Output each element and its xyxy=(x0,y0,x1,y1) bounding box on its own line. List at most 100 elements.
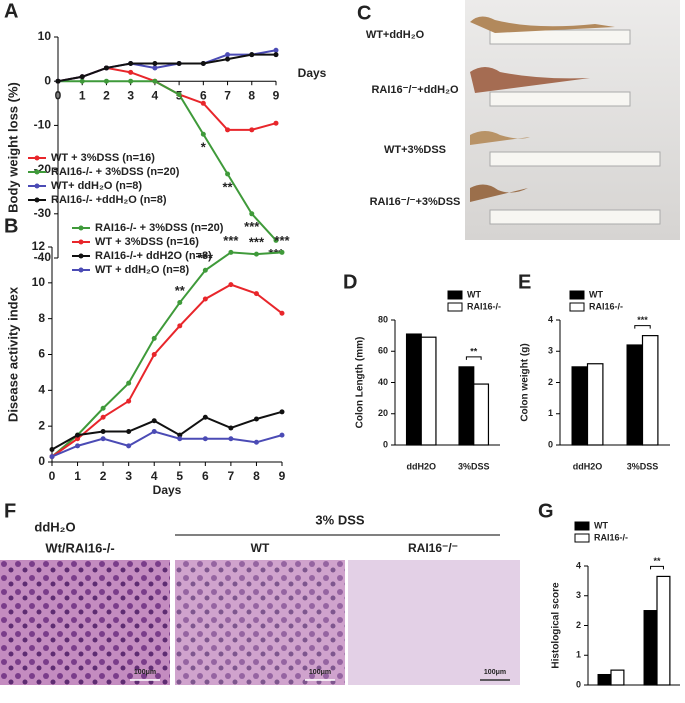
bar xyxy=(597,673,612,686)
legend-marker xyxy=(78,253,84,259)
data-point xyxy=(249,52,255,58)
data-point xyxy=(228,425,234,431)
panel-letter: F xyxy=(4,500,16,522)
panel-letter: C xyxy=(357,2,371,24)
y-axis-label: Body weight loss (%) xyxy=(5,82,20,213)
y-tick-label: 3 xyxy=(576,590,581,600)
y-tick-label: 4 xyxy=(576,560,581,570)
histology-image xyxy=(0,560,170,685)
x-tick-label: ddH2O xyxy=(573,461,603,471)
y-tick-label: 20 xyxy=(378,408,388,418)
legend-marker xyxy=(78,267,84,273)
legend-label: RAI16-/-+ ddH2O (n=8) xyxy=(95,250,212,262)
panel-letter: D xyxy=(343,271,357,293)
bar xyxy=(610,669,625,686)
data-point xyxy=(152,61,158,67)
y-tick-label: 4 xyxy=(38,383,45,397)
y-tick-label: 80 xyxy=(378,314,388,324)
data-point xyxy=(103,78,109,84)
data-point xyxy=(128,78,134,84)
data-point xyxy=(75,432,81,438)
data-point xyxy=(279,310,285,316)
data-point xyxy=(200,61,206,67)
data-point xyxy=(200,131,206,137)
panel-letter: E xyxy=(518,271,531,293)
panel-letter: B xyxy=(4,215,18,237)
x-tick-label: 9 xyxy=(273,88,280,102)
panel-letter: G xyxy=(538,500,554,522)
data-point xyxy=(49,446,55,452)
x-axis-label: Days xyxy=(298,66,327,80)
legend-label: RAI16-/- xyxy=(594,532,628,542)
significance: ** xyxy=(470,346,478,356)
data-point xyxy=(151,418,157,424)
data-point xyxy=(126,443,132,449)
data-point xyxy=(126,380,132,386)
significance: *** xyxy=(249,235,265,250)
data-point xyxy=(176,61,182,67)
bar xyxy=(473,383,490,446)
data-point xyxy=(279,249,285,255)
data-point xyxy=(75,443,81,449)
y-tick-label: -30 xyxy=(34,206,52,220)
x-tick-label: 5 xyxy=(176,469,183,483)
y-tick-label: 60 xyxy=(378,346,388,356)
data-point xyxy=(253,251,259,257)
series-line xyxy=(51,410,283,451)
data-point xyxy=(151,429,157,435)
data-point xyxy=(49,454,55,460)
legend-label: WT+ ddH₂O (n=8) xyxy=(51,180,142,192)
data-point xyxy=(55,78,61,84)
x-tick-label: 7 xyxy=(224,88,231,102)
data-point xyxy=(152,65,158,71)
legend-label: RAI16-/- + 3%DSS (n=20) xyxy=(51,166,180,178)
y-tick-label: 0 xyxy=(383,439,388,449)
significance: *** xyxy=(244,219,260,234)
x-tick-label: ddH2O xyxy=(406,461,436,471)
data-point xyxy=(128,69,134,75)
series-line xyxy=(51,251,283,458)
row-label: WT+3%DSS xyxy=(384,144,446,156)
data-point xyxy=(126,398,132,404)
x-tick-label: 3 xyxy=(127,88,134,102)
data-point xyxy=(225,52,231,58)
series-line xyxy=(51,430,283,458)
y-tick-label: 8 xyxy=(38,311,45,325)
data-point xyxy=(151,335,157,341)
data-point xyxy=(279,432,285,438)
y-tick-label: 40 xyxy=(378,377,388,387)
data-point xyxy=(202,414,208,420)
data-point xyxy=(177,323,183,329)
data-point xyxy=(202,436,208,442)
x-tick-label: 1 xyxy=(79,88,86,102)
data-point xyxy=(202,296,208,302)
legend-label: RAI16-/- + 3%DSS (n=20) xyxy=(95,222,224,234)
data-point xyxy=(100,414,106,420)
y-tick-label: 2 xyxy=(576,620,581,630)
data-point xyxy=(177,432,183,438)
legend-swatch xyxy=(574,533,590,543)
bar xyxy=(420,336,437,446)
significance: *** xyxy=(274,233,290,248)
histology-image xyxy=(348,560,520,685)
y-tick-label: 2 xyxy=(548,377,553,387)
data-point xyxy=(177,300,183,306)
legend-label: RAI16-/- xyxy=(467,301,501,311)
bar xyxy=(626,344,644,446)
series-line xyxy=(51,283,283,458)
y-tick-label: 4 xyxy=(548,314,553,324)
series-line xyxy=(57,49,277,83)
y-tick-label: 0 xyxy=(576,679,581,689)
data-point xyxy=(152,78,158,84)
legend-label: WT xyxy=(467,289,481,299)
scale-label: 100μm xyxy=(134,669,156,676)
colon-samples xyxy=(470,16,661,225)
legend-marker xyxy=(34,155,40,161)
data-point xyxy=(177,436,183,442)
x-tick-label: 0 xyxy=(55,88,62,102)
series-line xyxy=(57,53,276,83)
significance: ** xyxy=(222,179,233,194)
significance: *** xyxy=(223,233,239,248)
data-point xyxy=(79,74,85,80)
y-tick-label: 1 xyxy=(548,408,553,418)
